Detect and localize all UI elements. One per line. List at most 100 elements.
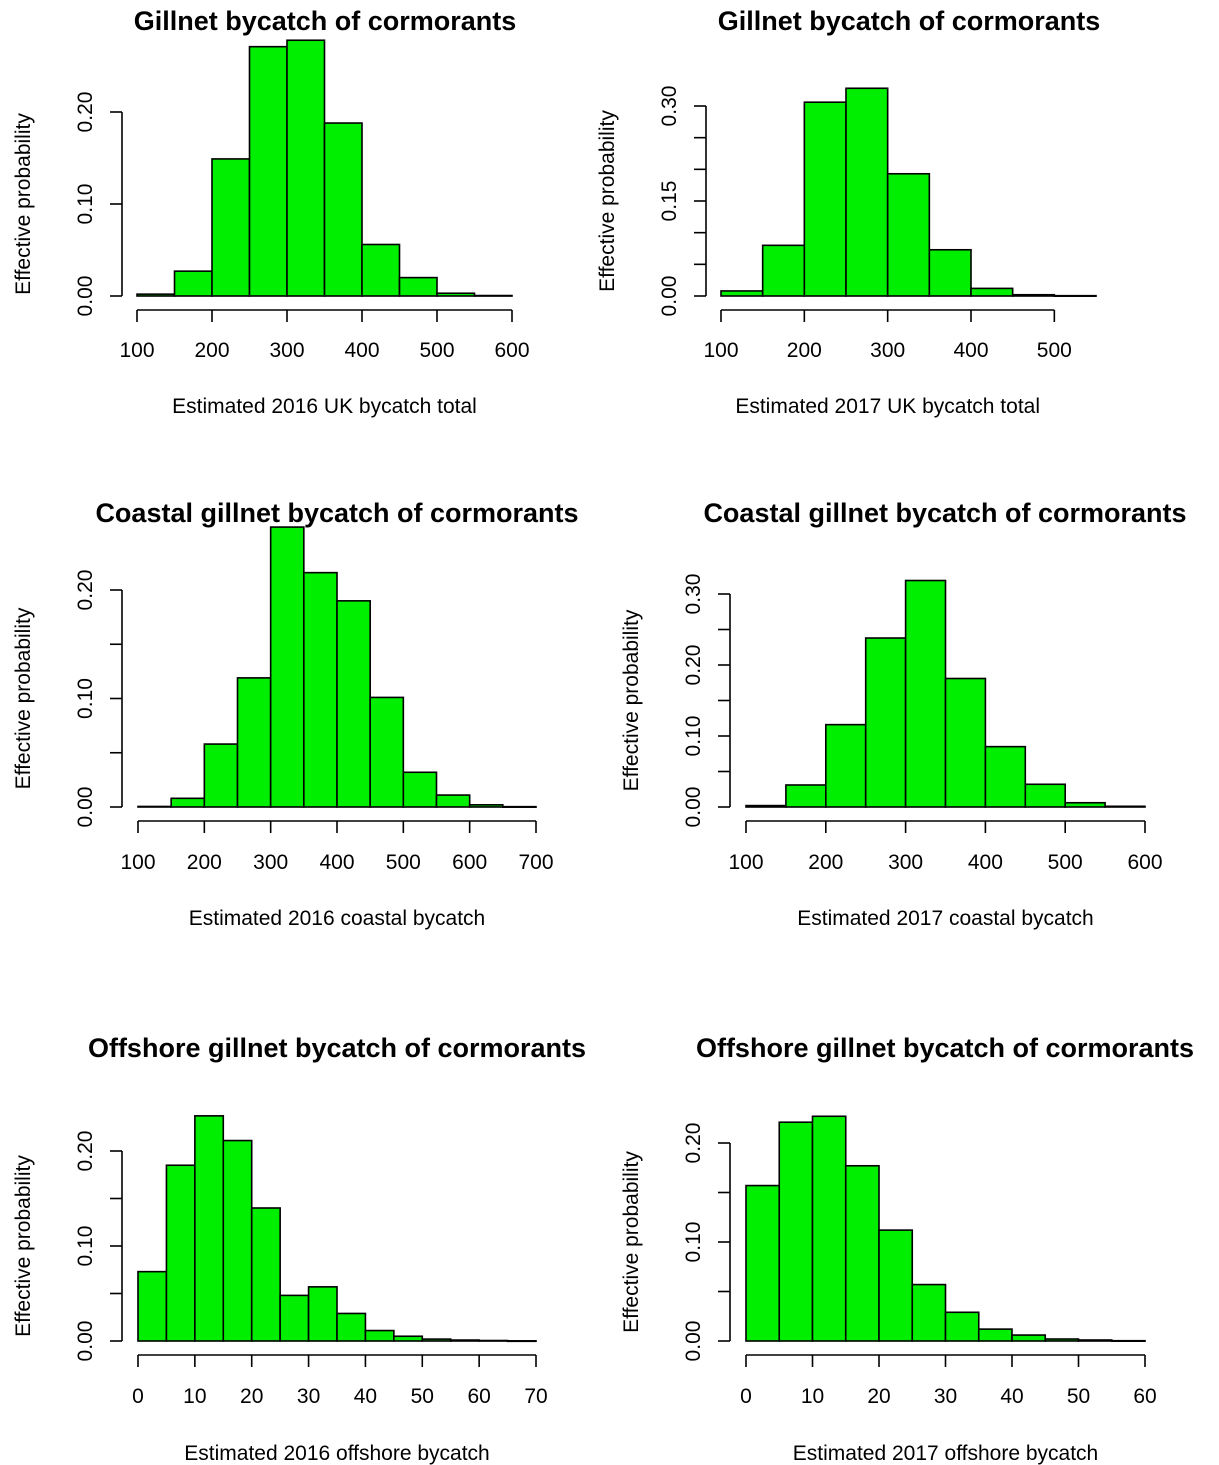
y-tick-label: 0.30 <box>682 574 705 615</box>
histogram-bar <box>194 1115 225 1342</box>
histogram-bar <box>1044 1338 1080 1342</box>
x-axis-label: Estimated 2017 coastal bycatch <box>797 907 1094 930</box>
histogram-bar <box>137 805 172 808</box>
histogram-panel-2: Gillnet bycatch of cormorants 100 200 300 40… <box>596 6 1100 418</box>
histogram-bar <box>435 794 471 808</box>
x-tick-label: 40 <box>354 1385 377 1408</box>
histogram-bar <box>398 276 438 297</box>
histogram-bar <box>1053 294 1097 297</box>
chart-title: Offshore gillnet bycatch of cormorants <box>88 1033 586 1063</box>
y-tick-label: 0.00 <box>74 276 97 317</box>
x-tick-label: 500 <box>1037 339 1072 362</box>
y-tick-label: 0.00 <box>682 1321 705 1362</box>
x-tick-label: 100 <box>119 339 154 362</box>
histogram-bar <box>864 637 907 808</box>
histogram-panel-6: Offshore gillnet bycatch of cormorants 0 1… <box>620 1033 1194 1465</box>
histogram-bar <box>878 1229 914 1342</box>
x-tick-label: 20 <box>240 1385 263 1408</box>
histogram-bar <box>1011 293 1056 297</box>
histogram-bar <box>307 1286 338 1342</box>
chart-title: Coastal gillnet bycatch of cormorants <box>703 498 1186 528</box>
histogram-bar <box>811 1115 847 1342</box>
y-tick-label: 0.20 <box>682 1123 705 1164</box>
x-tick-label: 200 <box>808 851 843 874</box>
x-tick-label: 400 <box>344 339 379 362</box>
chart-title: Gillnet bycatch of cormorants <box>718 6 1101 36</box>
histogram-bar <box>785 784 827 808</box>
histogram-bar <box>720 290 764 297</box>
y-tick-label: 0.15 <box>658 181 681 222</box>
x-tick-label: 0 <box>132 1385 144 1408</box>
x-tick-label: 10 <box>183 1385 206 1408</box>
y-axis-label: Effective probability <box>12 1155 35 1337</box>
histogram-bar <box>173 270 213 297</box>
x-tick-label: 500 <box>419 339 454 362</box>
histogram-bar <box>170 797 206 808</box>
histogram-bar <box>904 579 947 808</box>
x-tick-label: 300 <box>253 851 288 874</box>
histogram-bar <box>336 1312 367 1342</box>
histogram-panel-5: Offshore gillnet bycatch of cormorants 0 1… <box>12 1033 586 1465</box>
histogram-bar <box>928 248 972 297</box>
chart-title: Gillnet bycatch of cormorants <box>134 6 517 36</box>
x-tick-label: 100 <box>120 851 155 874</box>
histogram-bar <box>1077 1339 1113 1342</box>
x-tick-label: 300 <box>269 339 304 362</box>
histogram-panel-4: Coastal gillnet bycatch of cormorants 100… <box>620 498 1187 930</box>
histogram-bar <box>236 677 272 808</box>
x-tick-label: 50 <box>1067 1385 1090 1408</box>
histogram-bar <box>248 45 288 297</box>
histogram-bar <box>886 172 931 297</box>
x-axis-label: Estimated 2017 UK bycatch total <box>735 395 1040 418</box>
histogram-bar <box>1011 1334 1047 1342</box>
x-tick-label: 30 <box>297 1385 320 1408</box>
x-tick-label: 200 <box>787 339 822 362</box>
x-tick-label: 20 <box>867 1385 890 1408</box>
histogram-bar <box>761 244 806 297</box>
x-tick-label: 600 <box>1127 851 1162 874</box>
x-tick-label: 10 <box>801 1385 824 1408</box>
y-tick-label: 0.20 <box>74 570 97 611</box>
histogram-bar <box>506 1340 537 1343</box>
histogram-bar <box>911 1283 947 1342</box>
histogram-bar <box>421 1338 452 1342</box>
histogram-bar <box>361 243 401 297</box>
histogram-bar <box>845 87 889 297</box>
y-axis-label: Effective probability <box>596 110 619 292</box>
x-tick-label: 70 <box>524 1385 547 1408</box>
histogram-bar <box>165 1164 196 1342</box>
x-tick-label: 30 <box>934 1385 957 1408</box>
x-tick-label: 200 <box>194 339 229 362</box>
y-tick-label: 0.10 <box>74 184 97 225</box>
x-tick-label: 400 <box>319 851 354 874</box>
y-tick-label: 0.20 <box>682 645 705 686</box>
histogram-bar <box>136 293 176 297</box>
histogram-bar <box>944 1311 980 1342</box>
y-tick-label: 0.00 <box>74 787 97 828</box>
histogram-bar <box>803 101 847 297</box>
histogram-bar <box>393 1335 424 1342</box>
histogram-bar <box>279 1294 310 1342</box>
chart-title: Coastal gillnet bycatch of cormorants <box>95 498 578 528</box>
x-tick-label: 60 <box>1133 1385 1156 1408</box>
histogram-bar <box>303 571 338 808</box>
histogram-bar <box>468 804 504 808</box>
x-tick-label: 500 <box>386 851 421 874</box>
histogram-bar <box>984 745 1027 808</box>
histogram-bar <box>1064 801 1106 808</box>
y-tick-label: 0.30 <box>658 86 681 127</box>
histogram-bar <box>745 804 787 808</box>
x-axis-label: Estimated 2016 UK bycatch total <box>172 395 477 418</box>
histogram-bar <box>323 122 363 297</box>
histogram-bar <box>211 158 251 297</box>
histogram-bar <box>286 39 326 297</box>
histogram-bar <box>473 294 513 297</box>
chart-title: Offshore gillnet bycatch of cormorants <box>696 1033 1194 1063</box>
x-axis-label: Estimated 2016 offshore bycatch <box>184 1442 489 1465</box>
x-axis-label: Estimated 2016 coastal bycatch <box>189 907 486 930</box>
x-tick-label: 400 <box>968 851 1003 874</box>
x-tick-label: 100 <box>703 339 738 362</box>
histogram-bar <box>222 1139 253 1342</box>
y-tick-label: 0.00 <box>682 787 705 828</box>
